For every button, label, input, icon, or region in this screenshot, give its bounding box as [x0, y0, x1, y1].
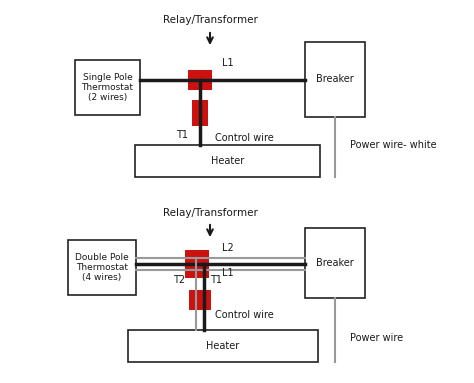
Text: Power wire- white: Power wire- white [350, 140, 437, 150]
Text: Relay/Transformer: Relay/Transformer [163, 208, 257, 218]
Bar [185, 250, 209, 278]
Bar [192, 100, 208, 126]
Text: Relay/Transformer: Relay/Transformer [163, 15, 257, 25]
Text: Breaker: Breaker [316, 75, 354, 85]
Bar [68, 240, 136, 295]
Text: T1: T1 [210, 275, 222, 285]
Bar [305, 42, 365, 117]
Text: L1: L1 [222, 268, 234, 278]
Text: Power wire: Power wire [350, 333, 403, 343]
Text: Single Pole
Thermostat
(2 wires): Single Pole Thermostat (2 wires) [82, 73, 134, 102]
Bar [128, 330, 318, 362]
Text: Control wire: Control wire [215, 310, 274, 320]
Text: Heater: Heater [206, 341, 240, 351]
Bar [305, 228, 365, 298]
Text: L2: L2 [222, 243, 234, 253]
Text: L1: L1 [222, 58, 234, 68]
Bar [189, 290, 211, 310]
Bar [75, 60, 140, 115]
Text: Control wire: Control wire [215, 133, 274, 143]
Bar [188, 70, 212, 90]
Text: T2: T2 [173, 275, 185, 285]
Text: Double Pole
Thermostat
(4 wires): Double Pole Thermostat (4 wires) [75, 253, 129, 282]
Text: Heater: Heater [211, 156, 244, 166]
Bar [135, 145, 320, 177]
Text: Breaker: Breaker [316, 258, 354, 268]
Text: T1: T1 [176, 130, 188, 140]
